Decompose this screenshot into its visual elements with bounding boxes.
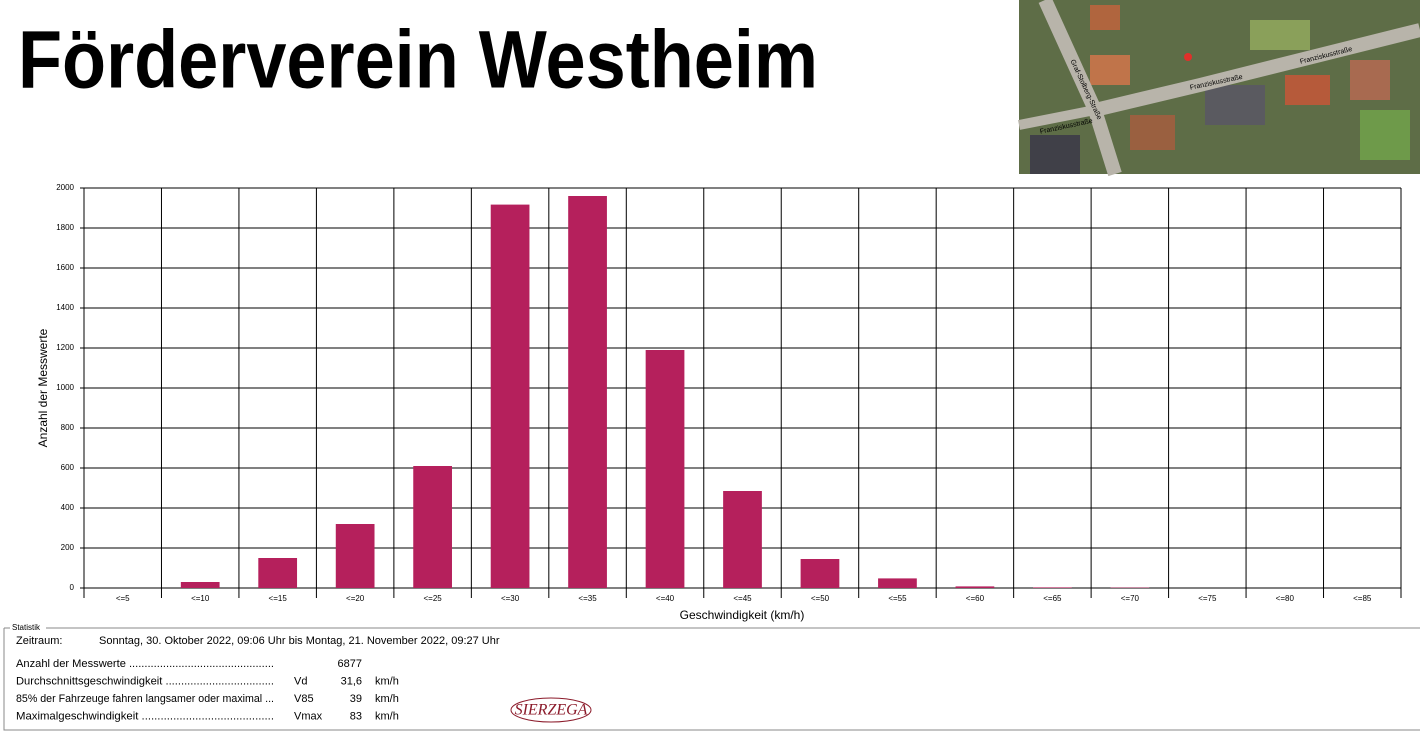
y-tick-label: 0 xyxy=(70,583,75,592)
bar xyxy=(490,204,530,588)
x-tick-label: <=80 xyxy=(1276,594,1295,603)
stat-label: 85% der Fahrzeuge fahren langsamer oder … xyxy=(16,693,274,705)
page-title: Förderverein Westheim xyxy=(18,15,818,106)
stat-symbol: Vmax xyxy=(294,710,323,722)
logo: SIERZEGA xyxy=(515,702,588,719)
x-tick-label: <=10 xyxy=(191,594,210,603)
stat-label: Maximalgeschwindigkeit .................… xyxy=(16,710,274,722)
x-tick-label: <=40 xyxy=(656,594,675,603)
bar xyxy=(568,196,607,588)
x-tick-label: <=65 xyxy=(1043,594,1062,603)
y-tick-label: 400 xyxy=(61,503,75,512)
y-tick-label: 600 xyxy=(61,463,75,472)
bar xyxy=(723,491,762,588)
stat-value: 31,6 xyxy=(341,675,362,687)
x-tick-label: <=30 xyxy=(501,594,520,603)
stat-unit: km/h xyxy=(375,693,399,705)
x-tick-label: <=70 xyxy=(1121,594,1140,603)
bar xyxy=(645,350,685,588)
stat-value: 83 xyxy=(350,710,362,722)
y-tick-label: 1000 xyxy=(56,383,74,392)
stat-symbol: V85 xyxy=(294,693,314,705)
stat-symbol: Vd xyxy=(294,675,307,687)
x-tick-label: <=60 xyxy=(966,594,985,603)
bar xyxy=(955,586,995,588)
stat-unit: km/h xyxy=(375,710,399,722)
bar xyxy=(413,466,452,588)
y-axis-label: Anzahl der Messwerte xyxy=(36,328,50,447)
bar xyxy=(1033,587,1072,588)
period-label: Zeitraum: xyxy=(16,635,62,647)
x-tick-label: <=35 xyxy=(578,594,597,603)
bar xyxy=(800,559,840,588)
stat-value: 6877 xyxy=(338,658,362,670)
y-tick-label: 1800 xyxy=(56,223,74,232)
stat-unit: km/h xyxy=(375,675,399,687)
x-tick-label: <=45 xyxy=(733,594,752,603)
y-tick-label: 800 xyxy=(61,423,75,432)
period: Sonntag, 30. Oktober 2022, 09:06 Uhr bis… xyxy=(99,635,500,647)
map: Franziskusstraße Franziskusstraße Franzi… xyxy=(1018,0,1420,177)
stat-value: 39 xyxy=(350,693,362,705)
y-tick-label: 1400 xyxy=(56,303,74,312)
x-tick-label: <=55 xyxy=(888,594,907,603)
stat-label: Anzahl der Messwerte ...................… xyxy=(16,658,274,670)
stat-label: Durchschnittsgeschwindigkeit ...........… xyxy=(16,675,274,687)
stats-legend: Statistik xyxy=(12,623,41,632)
x-tick-label: <=15 xyxy=(269,594,288,603)
bar xyxy=(258,558,298,588)
logo-swoosh xyxy=(510,697,592,723)
y-tick-label: 200 xyxy=(61,543,75,552)
y-tick-label: 2000 xyxy=(56,183,74,192)
y-tick-label: 1600 xyxy=(56,263,74,272)
y-tick-label: 1200 xyxy=(56,343,74,352)
bar xyxy=(335,524,375,588)
x-tick-label: <=5 xyxy=(116,594,130,603)
bar xyxy=(180,582,220,588)
x-tick-label: <=25 xyxy=(423,594,442,603)
bar xyxy=(878,578,917,588)
x-tick-label: <=85 xyxy=(1353,594,1372,603)
x-tick-label: <=20 xyxy=(346,594,365,603)
x-tick-label: <=50 xyxy=(811,594,830,603)
stats-frame xyxy=(3,627,1420,731)
x-tick-label: <=75 xyxy=(1198,594,1217,603)
x-axis-label: Geschwindigkeit (km/h) xyxy=(680,608,805,622)
